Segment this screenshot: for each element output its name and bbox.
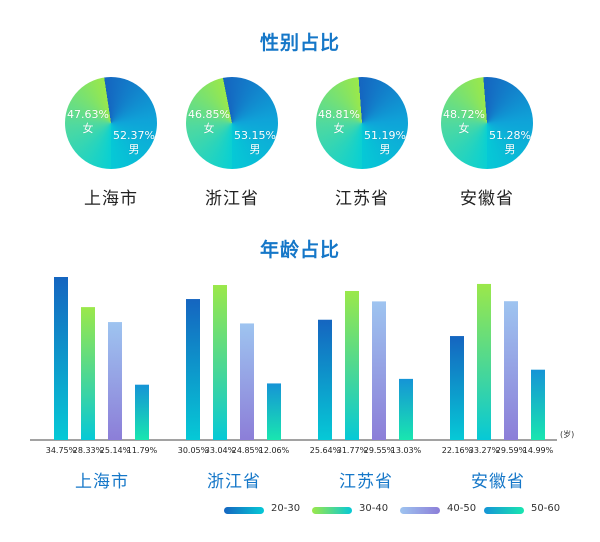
bar-value-label: 25.64% bbox=[310, 446, 341, 455]
age-unit-label: (岁) bbox=[560, 429, 574, 439]
male-share-label: 52.37% 男 bbox=[111, 129, 157, 157]
bar-value-label: 30.05% bbox=[178, 446, 209, 455]
bar-20-30 bbox=[54, 277, 68, 440]
bar-50-60 bbox=[531, 369, 545, 440]
bar-value-label: 33.04% bbox=[205, 446, 236, 455]
bar-value-label: 11.79% bbox=[127, 446, 158, 455]
male-symbol: 男 bbox=[504, 143, 516, 156]
bar-50-60 bbox=[135, 384, 149, 440]
bar-value-label: 24.85% bbox=[232, 446, 263, 455]
bar-30-40 bbox=[477, 283, 491, 440]
gender-region-name: 上海市 bbox=[84, 189, 138, 209]
bar-value-label: 14.99% bbox=[523, 446, 554, 455]
bar-value-label: 12.06% bbox=[259, 446, 290, 455]
bar-40-50 bbox=[504, 301, 518, 440]
male-symbol: 男 bbox=[128, 143, 140, 156]
female-share-value: 47.63% bbox=[67, 108, 109, 121]
bar-30-40 bbox=[213, 285, 227, 440]
legend-swatch bbox=[224, 507, 264, 514]
bar-value-label: 33.27% bbox=[469, 446, 500, 455]
male-symbol: 男 bbox=[249, 143, 261, 156]
bar-value-label: 29.55% bbox=[364, 446, 395, 455]
bar-20-30 bbox=[186, 299, 200, 440]
gender-region-name: 安徽省 bbox=[460, 189, 514, 209]
bar-value-label: 13.03% bbox=[391, 446, 422, 455]
female-share-value: 48.81% bbox=[318, 108, 360, 121]
male-share-label: 53.15% 男 bbox=[232, 129, 278, 157]
male-share-label: 51.19% 男 bbox=[362, 129, 408, 157]
female-share-label: 46.85% 女 bbox=[186, 108, 232, 136]
gender-pie bbox=[65, 77, 157, 169]
legend-label: 50-60 bbox=[531, 503, 561, 514]
legend-label: 20-30 bbox=[271, 503, 301, 514]
bar-40-50 bbox=[240, 323, 254, 440]
male-share-value: 52.37% bbox=[113, 129, 155, 142]
female-symbol: 女 bbox=[203, 122, 215, 135]
bar-20-30 bbox=[318, 319, 332, 440]
gender-pie bbox=[441, 77, 533, 169]
gender-pie bbox=[316, 77, 408, 169]
legend-swatch bbox=[400, 507, 440, 514]
legend-swatch bbox=[484, 507, 524, 514]
gender-region-name: 浙江省 bbox=[205, 189, 259, 209]
bar-40-50 bbox=[372, 301, 386, 440]
female-share-label: 48.72% 女 bbox=[441, 108, 487, 136]
female-share-label: 47.63% 女 bbox=[65, 108, 111, 136]
bar-30-40 bbox=[345, 290, 359, 440]
female-share-value: 48.72% bbox=[443, 108, 485, 121]
female-symbol: 女 bbox=[333, 122, 345, 135]
bar-30-40 bbox=[81, 307, 95, 440]
bar-value-label: 31.77% bbox=[337, 446, 368, 455]
bar-value-label: 29.59% bbox=[496, 446, 527, 455]
male-share-label: 51.28% 男 bbox=[487, 129, 533, 157]
bar-value-label: 34.75% bbox=[46, 446, 77, 455]
female-symbol: 女 bbox=[458, 122, 470, 135]
female-share-value: 46.85% bbox=[188, 108, 230, 121]
gender-region-name: 江苏省 bbox=[335, 189, 389, 209]
bar-value-label: 28.33% bbox=[73, 446, 104, 455]
female-share-label: 48.81% 女 bbox=[316, 108, 362, 136]
gender-pie bbox=[186, 77, 278, 169]
legend-label: 30-40 bbox=[359, 503, 389, 514]
bar-value-label: 25.14% bbox=[100, 446, 131, 455]
bar-40-50 bbox=[108, 322, 122, 440]
bar-50-60 bbox=[267, 383, 281, 440]
bar-50-60 bbox=[399, 378, 413, 440]
female-symbol: 女 bbox=[82, 122, 94, 135]
male-share-value: 51.28% bbox=[489, 129, 531, 142]
gender-title: 性别占比 bbox=[259, 32, 340, 54]
age-region-name: 浙江省 bbox=[207, 472, 261, 492]
bar-20-30 bbox=[450, 336, 464, 440]
male-symbol: 男 bbox=[379, 143, 391, 156]
legend-label: 40-50 bbox=[447, 503, 477, 514]
age-region-name: 安徽省 bbox=[471, 472, 525, 492]
age-region-name: 上海市 bbox=[75, 472, 129, 492]
male-share-value: 51.19% bbox=[364, 129, 406, 142]
age-title: 年龄占比 bbox=[259, 239, 340, 261]
legend-swatch bbox=[312, 507, 352, 514]
bar-value-label: 22.16% bbox=[442, 446, 473, 455]
male-share-value: 53.15% bbox=[234, 129, 276, 142]
age-region-name: 江苏省 bbox=[339, 472, 393, 492]
